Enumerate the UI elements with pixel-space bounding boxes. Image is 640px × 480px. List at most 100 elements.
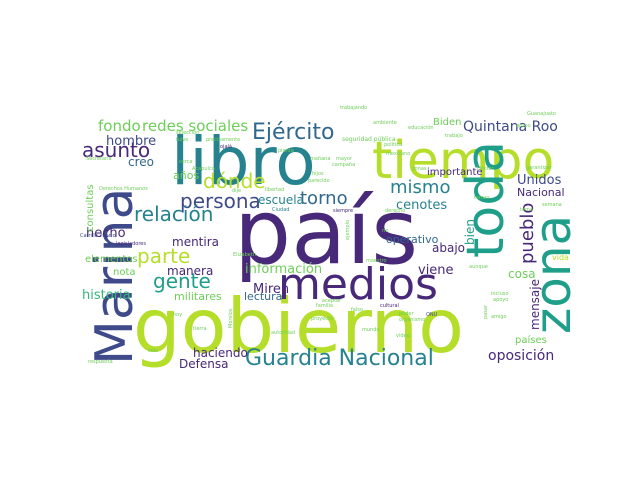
word-proyecto: proyecto <box>311 316 333 322</box>
word-elizabeth: Elizabeth <box>233 252 256 258</box>
word-defensa: Defensa <box>179 357 228 371</box>
word-ciudad: Ciudad <box>272 207 289 213</box>
word-pasar: pasar <box>483 304 489 319</box>
word-morelos: Morelos <box>228 308 234 328</box>
word-falso: falso <box>351 307 363 313</box>
word-dije: dije <box>232 188 241 194</box>
word-seleccion: selección <box>176 129 199 136</box>
word-oposicion: oposición <box>488 348 554 364</box>
word-temas: temas <box>474 195 490 201</box>
word-donde: dónde <box>203 169 266 193</box>
word-zonas: zonas <box>412 166 427 172</box>
word-semana: semana <box>542 202 562 208</box>
word-bien: bien <box>463 219 477 245</box>
word-autoridad: autoridad <box>271 330 295 336</box>
word-siempre: siempre <box>333 208 353 214</box>
word-unidos: Unidos <box>517 173 562 188</box>
word-gobierno: gobierno <box>133 282 464 370</box>
word-viene: viene <box>418 263 454 278</box>
word-guardia-nacional: Guardia Nacional <box>245 346 434 371</box>
word-maestro: maestro <box>366 258 387 264</box>
word-operativo: operativo <box>386 233 439 246</box>
word-historia: historia <box>82 288 131 303</box>
word-militares: militares <box>174 290 222 303</box>
word-trabajando: trabajando <box>340 105 367 111</box>
word-video: video <box>396 333 410 339</box>
word-tierra: tierra <box>193 326 207 332</box>
word-incluso: incluso <box>491 291 509 297</box>
word-aunque: aunque <box>469 264 488 270</box>
word-mensaje: mensaje <box>528 279 542 330</box>
word-fondo: fondo <box>98 117 141 135</box>
word-informacion: información <box>245 262 322 277</box>
word-respuesta: respuesta <box>88 359 113 365</box>
word-acapulco: Acapulco <box>192 166 215 172</box>
word-paises: países <box>515 334 547 346</box>
word-lectura: lectura <box>244 290 282 303</box>
word-relacion: relación <box>134 202 213 226</box>
word-organismo: organismo <box>399 317 425 323</box>
word-derechos-humanos: Derechos Humanos <box>99 186 148 192</box>
word-pais: país <box>234 180 418 285</box>
word-parecido: parecido <box>308 178 330 184</box>
word-familia: familia <box>316 303 333 309</box>
word-carrillo-puerto: Carrillo Puerto <box>80 233 116 239</box>
word-anos: años <box>173 169 199 182</box>
word-torno: torno <box>300 188 348 209</box>
word-pueblo: pueblo <box>517 203 538 264</box>
word-redes-sociales: redes sociales <box>142 117 248 135</box>
word-trabajo: trabajo <box>445 133 463 139</box>
word-planta: planta <box>278 148 294 154</box>
word-hijos: hijos <box>312 171 324 177</box>
word-parte: parte <box>137 244 190 268</box>
word-rio: río <box>382 227 389 234</box>
word-toda: toda <box>456 141 516 258</box>
word-consultas: consultas <box>85 184 96 232</box>
word-asunto: asunto <box>82 138 150 162</box>
word-quintana-roo: Quintana Roo <box>463 119 558 135</box>
word-importante: importante <box>427 167 483 178</box>
word-mundo: mundo <box>362 327 379 333</box>
word-fuive: fuive <box>176 137 188 143</box>
word-legisladores: legisladores <box>116 241 146 247</box>
word-manera: manera <box>167 264 213 278</box>
word-cenotes: cenotes <box>396 198 447 213</box>
word-ejemplo: ejemplo <box>345 220 351 240</box>
word-aceptar: aceptar <box>322 298 342 304</box>
word-hector: Héctor <box>477 165 495 172</box>
word-politica: política <box>384 141 402 148</box>
word-creo: creo <box>128 155 154 169</box>
word-amigo: amigo <box>491 314 507 320</box>
word-escuela: escuela <box>258 193 304 207</box>
word-persona: persona <box>180 189 261 213</box>
word-gente: gente <box>153 269 211 293</box>
word-garantizar: garantizar <box>526 165 553 171</box>
word-haciendo: haciendo <box>193 346 248 360</box>
word-precisamente: precisamente <box>206 137 240 143</box>
word-biden: Biden <box>433 117 461 128</box>
word-zona: zona <box>524 215 582 334</box>
word-onu: ONU <box>426 312 438 318</box>
word-miren: Miren <box>253 282 289 297</box>
word-derecho: derecho <box>385 208 405 214</box>
word-mexicano: mexicano <box>386 151 410 157</box>
word-mentira: mentira <box>172 235 219 249</box>
word-mismo: mismo <box>390 177 450 198</box>
word-cosa: cosa <box>508 267 536 281</box>
word-vida: vida <box>552 253 569 262</box>
word-tema: tema <box>520 207 533 213</box>
word-libertad: libertad <box>265 187 284 193</box>
word-manana: mañana <box>310 156 330 162</box>
word-nota: nota <box>113 267 136 278</box>
word-ojala: ojalá <box>220 143 232 150</box>
word-libro: libro <box>171 123 316 200</box>
word-abajo: abajo <box>432 241 465 255</box>
word-seguridad-publica: seguridad pública <box>342 136 396 143</box>
word-hombre: hombre <box>106 134 156 149</box>
word-elementos: elementos <box>85 254 138 265</box>
word-guanajuato: Guanajuato <box>527 111 556 117</box>
word-poder: poder <box>399 311 414 317</box>
word-solo: sólo <box>148 347 158 354</box>
word-educacion: educación <box>408 124 434 131</box>
